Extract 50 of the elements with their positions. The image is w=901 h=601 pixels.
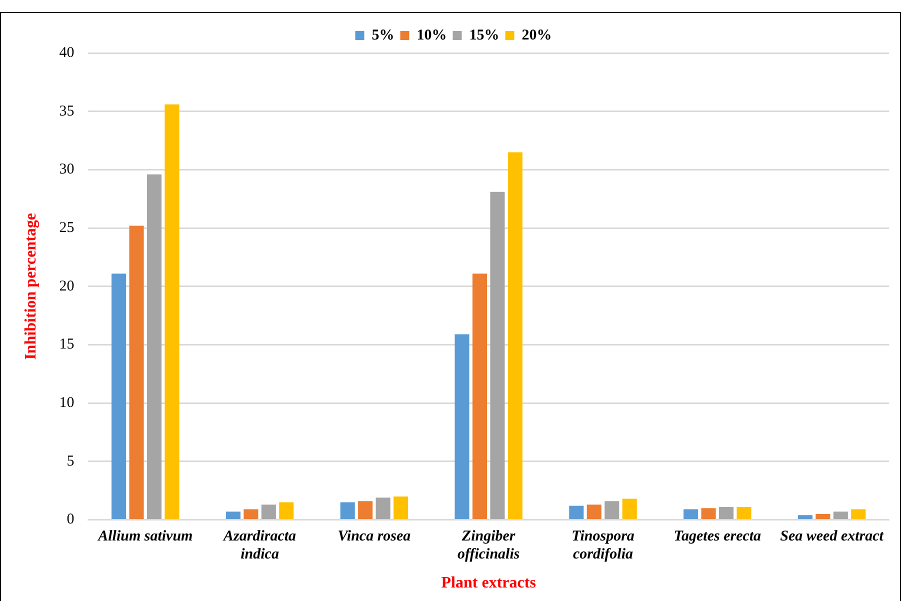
bar [226, 512, 240, 520]
y-tick-label: 5 [66, 453, 74, 470]
bar [508, 152, 522, 520]
bar [798, 515, 812, 520]
x-tick-label: Zingiber officinalis [457, 528, 520, 563]
bar [261, 504, 276, 520]
bar [604, 501, 620, 520]
bar [129, 226, 144, 520]
x-axis-title: Plant extracts [441, 574, 536, 592]
y-tick-label: 0 [66, 512, 74, 528]
y-tick-label: 35 [59, 103, 74, 120]
legend-label: 20% [522, 27, 552, 44]
x-tick-label: Tagetes erecta [674, 528, 762, 545]
bar [454, 334, 470, 520]
bar [701, 508, 716, 520]
bar [490, 192, 505, 520]
x-tick-label: Sea weed extract [780, 528, 884, 545]
bar [816, 514, 830, 520]
bar [833, 512, 848, 520]
bar [622, 498, 637, 520]
y-tick-label: 25 [59, 220, 74, 236]
y-tick-label: 20 [59, 278, 74, 294]
legend-label: 5% [372, 27, 394, 44]
x-tick-label: Tinospora cordifolia [572, 528, 635, 563]
y-tick-label: 30 [59, 162, 74, 178]
x-tick-label: Vinca rosea [338, 528, 412, 545]
bar [146, 174, 162, 520]
y-tick-label: 40 [59, 44, 74, 61]
bar [164, 104, 180, 520]
bar [472, 274, 488, 520]
bar [684, 509, 698, 520]
bar [586, 504, 602, 520]
legend-label: 10% [416, 27, 447, 44]
y-axis-title: Inhibition percentage [22, 212, 40, 360]
bar [718, 506, 734, 520]
x-tick-label: Allium sativum [97, 528, 193, 545]
bar [736, 506, 752, 520]
legend-label: 15% [469, 27, 500, 44]
x-tick-label: Azardiracta indica [222, 528, 297, 563]
bar [851, 509, 866, 520]
bar [279, 502, 294, 520]
y-tick-label: 10 [59, 395, 74, 412]
bar [394, 496, 408, 520]
bar [376, 498, 390, 520]
y-tick-label: 15 [59, 336, 74, 353]
bar [569, 506, 584, 520]
bar [358, 501, 373, 520]
bar [340, 502, 355, 520]
bar [244, 509, 258, 520]
bar [112, 274, 126, 520]
